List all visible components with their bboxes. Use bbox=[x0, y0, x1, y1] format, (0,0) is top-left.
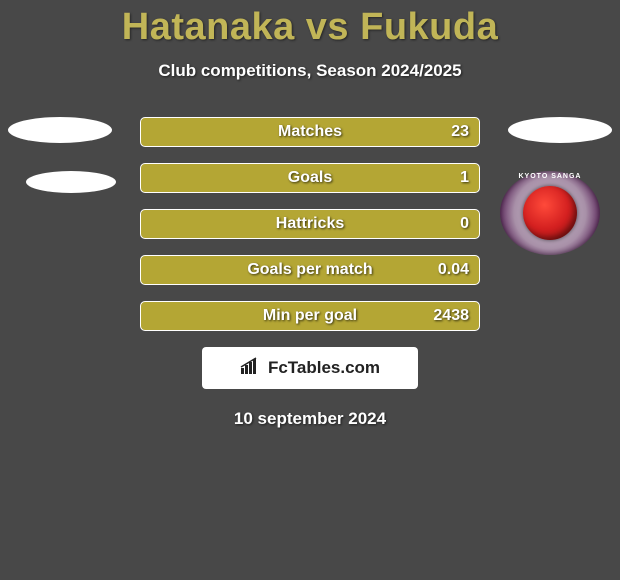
stat-label: Goals bbox=[288, 169, 332, 187]
date-label: 10 september 2024 bbox=[0, 409, 620, 429]
comparison-content: KYOTO SANGA Matches 23 Goals 1 Hattricks… bbox=[0, 117, 620, 429]
brand-box[interactable]: FcTables.com bbox=[202, 347, 418, 389]
stat-bars: Matches 23 Goals 1 Hattricks 0 Goals per… bbox=[140, 117, 480, 331]
right-player-photo bbox=[508, 117, 612, 143]
stat-row-min-per-goal: Min per goal 2438 bbox=[140, 301, 480, 331]
crest-label: KYOTO SANGA bbox=[500, 173, 600, 180]
stat-value-right: 0.04 bbox=[438, 261, 469, 279]
stat-value-right: 23 bbox=[451, 123, 469, 141]
comparison-title: Hatanaka vs Fukuda bbox=[0, 0, 620, 49]
stat-label: Goals per match bbox=[247, 261, 372, 279]
comparison-subtitle: Club competitions, Season 2024/2025 bbox=[0, 61, 620, 81]
stat-row-hattricks: Hattricks 0 bbox=[140, 209, 480, 239]
stat-value-right: 0 bbox=[460, 215, 469, 233]
stat-row-goals-per-match: Goals per match 0.04 bbox=[140, 255, 480, 285]
brand-text: FcTables.com bbox=[268, 358, 380, 378]
left-player-photo-1 bbox=[8, 117, 112, 143]
stat-value-right: 1 bbox=[460, 169, 469, 187]
stat-row-matches: Matches 23 bbox=[140, 117, 480, 147]
stat-value-right: 2438 bbox=[433, 307, 469, 325]
right-player-crest: KYOTO SANGA bbox=[500, 171, 600, 255]
stat-label: Hattricks bbox=[276, 215, 344, 233]
stat-label: Min per goal bbox=[263, 307, 357, 325]
stat-row-goals: Goals 1 bbox=[140, 163, 480, 193]
left-player-photo-2 bbox=[26, 171, 116, 193]
stat-label: Matches bbox=[278, 123, 342, 141]
brand-chart-icon bbox=[240, 357, 262, 380]
crest-icon bbox=[523, 186, 577, 240]
